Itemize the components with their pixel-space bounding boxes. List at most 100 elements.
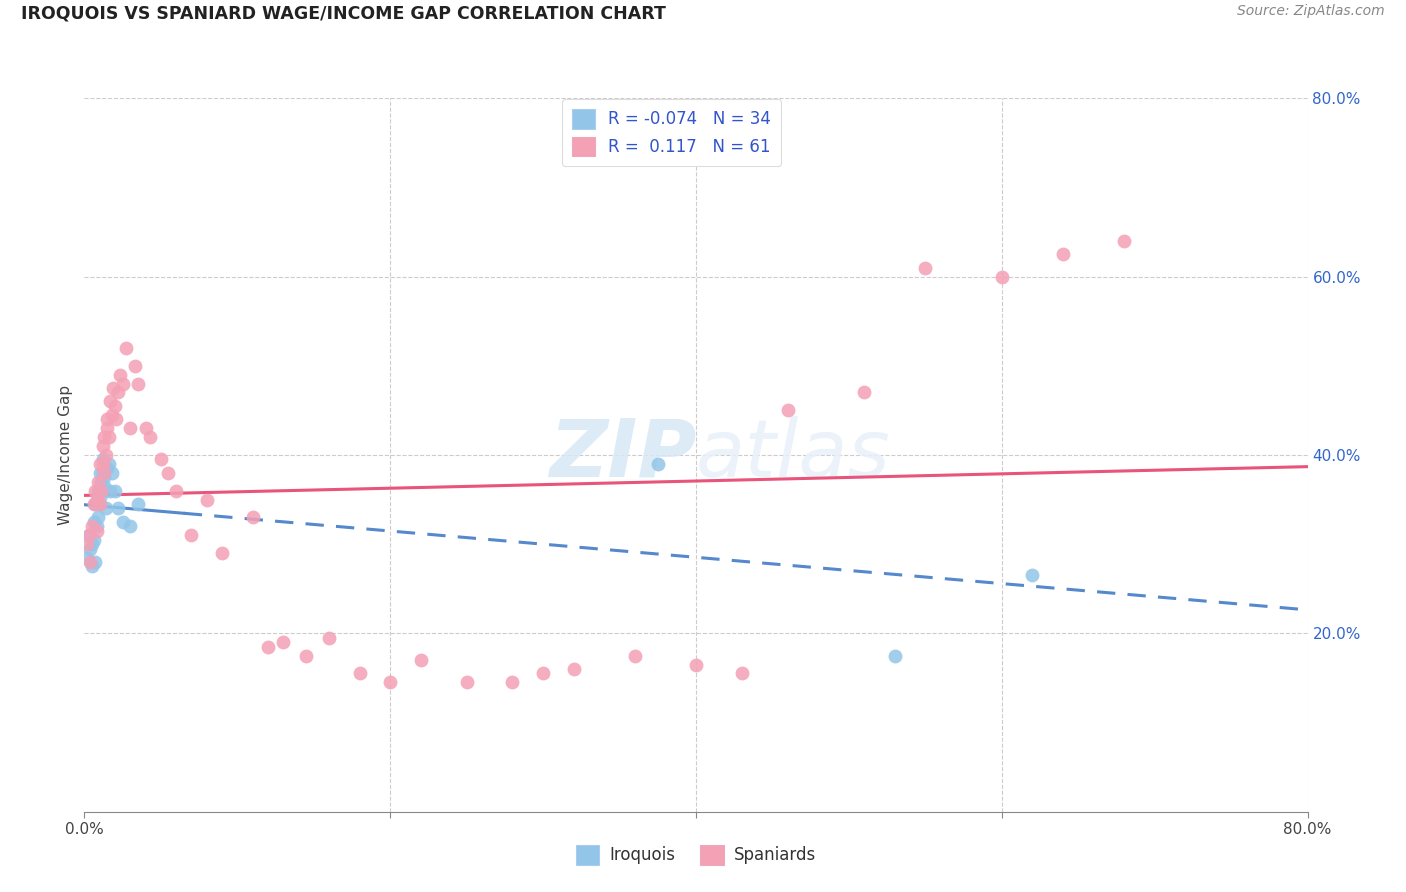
Point	[107, 385, 129, 400]
Point	[776, 403, 799, 417]
Point	[98, 394, 121, 409]
Point	[502, 675, 524, 690]
Point	[380, 675, 402, 690]
Point	[1021, 568, 1043, 582]
Point	[991, 269, 1014, 284]
Point	[157, 466, 180, 480]
Point	[295, 648, 318, 663]
Point	[104, 399, 127, 413]
Point	[90, 475, 112, 489]
Point	[83, 533, 105, 547]
Point	[89, 457, 111, 471]
Point	[87, 475, 110, 489]
Point	[853, 385, 876, 400]
Point	[349, 666, 371, 681]
Point	[87, 483, 110, 498]
Point	[96, 412, 118, 426]
Point	[94, 448, 117, 462]
Point	[98, 483, 121, 498]
Y-axis label: Wage/Income Gap: Wage/Income Gap	[58, 384, 73, 525]
Point	[91, 452, 114, 467]
Point	[108, 368, 131, 382]
Point	[107, 501, 129, 516]
Point	[531, 666, 554, 681]
Point	[562, 662, 585, 676]
Point	[624, 648, 647, 663]
Point	[96, 461, 118, 475]
Point	[77, 528, 100, 542]
Point	[89, 466, 111, 480]
Point	[103, 381, 125, 395]
Point	[1052, 247, 1074, 261]
Point	[120, 421, 142, 435]
Point	[93, 430, 115, 444]
Point	[93, 479, 115, 493]
Point	[83, 515, 105, 529]
Point	[76, 537, 98, 551]
Text: atlas: atlas	[696, 416, 891, 494]
Point	[105, 412, 128, 426]
Point	[124, 359, 146, 373]
Point	[165, 483, 187, 498]
Point	[111, 376, 134, 391]
Point	[242, 510, 264, 524]
Point	[79, 541, 101, 556]
Point	[83, 497, 105, 511]
Point	[1114, 234, 1136, 248]
Point	[94, 501, 117, 516]
Text: IROQUOIS VS SPANIARD WAGE/INCOME GAP CORRELATION CHART: IROQUOIS VS SPANIARD WAGE/INCOME GAP COR…	[21, 4, 666, 22]
Point	[101, 408, 124, 422]
Point	[86, 492, 108, 507]
Point	[96, 421, 118, 435]
Point	[90, 488, 112, 502]
Point	[914, 260, 936, 275]
Point	[89, 497, 111, 511]
Point	[93, 470, 115, 484]
Point	[271, 635, 294, 649]
Point	[104, 483, 127, 498]
Point	[79, 555, 101, 569]
Text: ZIP: ZIP	[548, 416, 696, 494]
Point	[97, 430, 120, 444]
Point	[93, 466, 115, 480]
Point	[86, 492, 108, 507]
Point	[84, 483, 107, 498]
Point	[180, 528, 202, 542]
Point	[84, 497, 107, 511]
Point	[91, 466, 114, 480]
Legend: Iroquois, Spaniards: Iroquois, Spaniards	[569, 838, 823, 871]
Point	[127, 376, 149, 391]
Point	[80, 537, 103, 551]
Point	[149, 452, 172, 467]
Point	[257, 640, 280, 654]
Point	[86, 519, 108, 533]
Point	[84, 555, 107, 569]
Point	[77, 528, 100, 542]
Point	[731, 666, 754, 681]
Point	[883, 648, 905, 663]
Point	[127, 497, 149, 511]
Point	[114, 341, 136, 355]
Point	[80, 559, 103, 574]
Point	[409, 653, 432, 667]
Point	[318, 631, 340, 645]
Point	[195, 492, 218, 507]
Point	[91, 439, 114, 453]
Point	[139, 430, 162, 444]
Point	[120, 519, 142, 533]
Point	[101, 466, 124, 480]
Point	[90, 483, 112, 498]
Point	[97, 457, 120, 471]
Point	[91, 457, 114, 471]
Text: Source: ZipAtlas.com: Source: ZipAtlas.com	[1237, 4, 1385, 19]
Point	[86, 524, 108, 538]
Point	[685, 657, 707, 672]
Point	[80, 519, 103, 533]
Point	[211, 546, 233, 560]
Point	[647, 457, 669, 471]
Point	[89, 497, 111, 511]
Point	[456, 675, 478, 690]
Point	[87, 510, 110, 524]
Point	[135, 421, 157, 435]
Point	[111, 515, 134, 529]
